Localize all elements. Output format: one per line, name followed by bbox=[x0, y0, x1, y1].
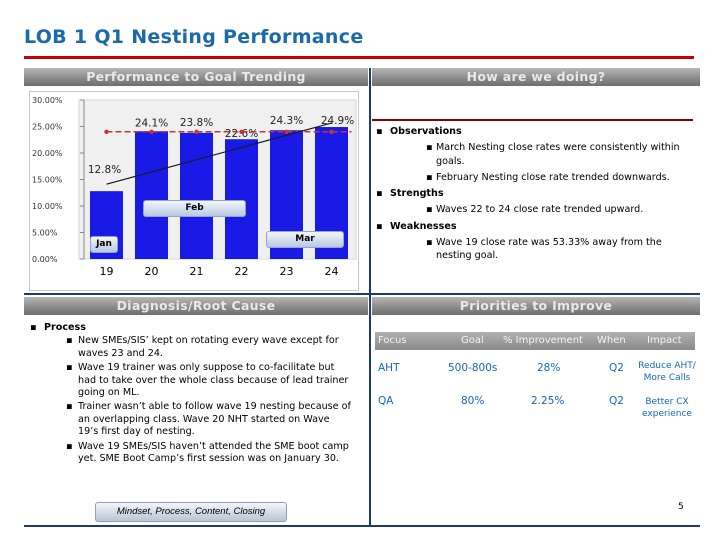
obs-heading-strengths: Strengths Waves 22 to 24 close rate tren… bbox=[376, 187, 696, 217]
diagnosis-item: Trainer wasn’t able to follow wave 19 ne… bbox=[44, 401, 352, 438]
accent-rule bbox=[372, 119, 693, 121]
cell-focus: QA bbox=[378, 395, 394, 407]
data-label: 12.8% bbox=[88, 164, 121, 176]
y-tick-label: 0.00% bbox=[32, 255, 58, 264]
cell-goal: 500-800s bbox=[448, 362, 498, 374]
obs-heading-observations: Observations March Nesting close rates w… bbox=[376, 125, 696, 184]
page-number: 5 bbox=[678, 502, 684, 512]
data-label: 24.1% bbox=[135, 117, 168, 129]
bar bbox=[225, 139, 258, 259]
col-impact: Impact bbox=[647, 335, 682, 346]
month-marker-mar: Mar bbox=[266, 231, 344, 248]
center-divider bbox=[369, 68, 371, 527]
title-underline bbox=[24, 56, 694, 59]
cell-focus: AHT bbox=[378, 362, 400, 374]
slide-title: LOB 1 Q1 Nesting Performance bbox=[24, 26, 364, 48]
diagnosis-item: Wave 19 SMEs/SIS haven’t attended the SM… bbox=[44, 441, 352, 466]
observations-list: Observations March Nesting close rates w… bbox=[376, 125, 696, 266]
priorities-header-row: Focus Goal % Improvement When Impact bbox=[375, 332, 695, 350]
obs-heading-label: Observations bbox=[390, 126, 462, 137]
x-tick-label: 23 bbox=[280, 265, 294, 278]
cell-when: Q2 bbox=[609, 362, 624, 374]
obs-item: Waves 22 to 24 close rate trended upward… bbox=[390, 203, 696, 217]
diagnosis-item: Wave 19 trainer was only suppose to co-f… bbox=[44, 362, 352, 399]
x-tick-label: 24 bbox=[325, 265, 339, 278]
diagnosis-heading-label: Process bbox=[44, 322, 86, 333]
footer-topics-button: Mindset, Process, Content, Closing bbox=[95, 502, 287, 522]
trend-chart: 0.00% 5.00% 10.00% 15.00% 20.00% 25.00% 30.00%… bbox=[29, 91, 359, 291]
y-tick-label: 10.00% bbox=[32, 202, 63, 211]
month-marker-feb: Feb bbox=[143, 200, 246, 217]
x-tick-label: 22 bbox=[235, 265, 249, 278]
month-marker-jan: Jan bbox=[90, 236, 118, 253]
obs-heading-label: Weaknesses bbox=[390, 220, 457, 232]
priorities-header: Priorities to Improve bbox=[372, 297, 700, 315]
x-tick-label: 20 bbox=[145, 265, 159, 278]
data-label: 24.9% bbox=[321, 115, 354, 127]
table-row: QA 80% 2.25% Q2 Better CX experience bbox=[375, 395, 695, 432]
trend-header: Performance to Goal Trending bbox=[24, 68, 368, 86]
y-tick-label: 30.00% bbox=[32, 96, 63, 105]
x-tick-label: 21 bbox=[190, 265, 204, 278]
y-tick-label: 20.00% bbox=[32, 149, 63, 158]
goal-point bbox=[149, 129, 154, 134]
bar bbox=[180, 132, 213, 259]
data-label: 23.8% bbox=[180, 117, 213, 129]
col-improvement: % Improvement bbox=[503, 335, 583, 346]
x-tick-label: 19 bbox=[100, 265, 114, 278]
col-goal: Goal bbox=[461, 335, 484, 346]
obs-heading-label: Strengths bbox=[390, 188, 444, 200]
priorities-table: Focus Goal % Improvement When Impact AHT… bbox=[375, 332, 696, 432]
y-tick-label: 5.00% bbox=[32, 229, 58, 238]
y-tick-label: 15.00% bbox=[32, 176, 63, 185]
y-tick-label: 25.00% bbox=[32, 123, 63, 132]
table-row: AHT 500-800s 28% Q2 Reduce AHT/ More Cal… bbox=[375, 360, 696, 396]
obs-item: Wave 19 close rate was 53.33% away from … bbox=[390, 236, 696, 263]
cell-impact: Better CX experience bbox=[642, 397, 692, 419]
cell-impact: Reduce AHT/ More Calls bbox=[638, 361, 696, 383]
obs-item: March Nesting close rates were consisten… bbox=[390, 141, 696, 168]
data-label: 24.3% bbox=[270, 115, 303, 127]
middle-divider bbox=[24, 293, 700, 295]
diagnosis-item: New SMEs/SIS’ kept on rotating every wav… bbox=[44, 335, 352, 360]
goal-point bbox=[194, 129, 199, 134]
goal-point bbox=[284, 129, 289, 134]
cell-goal: 80% bbox=[461, 395, 485, 407]
diagnosis-header: Diagnosis/Root Cause bbox=[24, 297, 368, 315]
goal-point bbox=[239, 129, 244, 134]
goal-point bbox=[329, 129, 334, 134]
obs-heading-weaknesses: Weaknesses Wave 19 close rate was 53.33%… bbox=[376, 220, 696, 263]
cell-improvement: 2.25% bbox=[531, 395, 565, 407]
cell-improvement: 28% bbox=[537, 362, 561, 374]
bar bbox=[135, 131, 168, 259]
cell-when: Q2 bbox=[609, 395, 624, 407]
col-when: When bbox=[597, 335, 626, 346]
bottom-rule bbox=[24, 525, 700, 527]
trend-line bbox=[106, 122, 332, 185]
diagnosis-list: Process New SMEs/SIS’ kept on rotating e… bbox=[30, 322, 352, 467]
obs-item: February Nesting close rate trended down… bbox=[390, 171, 696, 185]
goal-point bbox=[104, 129, 109, 134]
col-focus: Focus bbox=[378, 335, 407, 346]
doing-header: How are we doing? bbox=[372, 68, 700, 86]
diagnosis-heading: Process New SMEs/SIS’ kept on rotating e… bbox=[30, 322, 352, 465]
